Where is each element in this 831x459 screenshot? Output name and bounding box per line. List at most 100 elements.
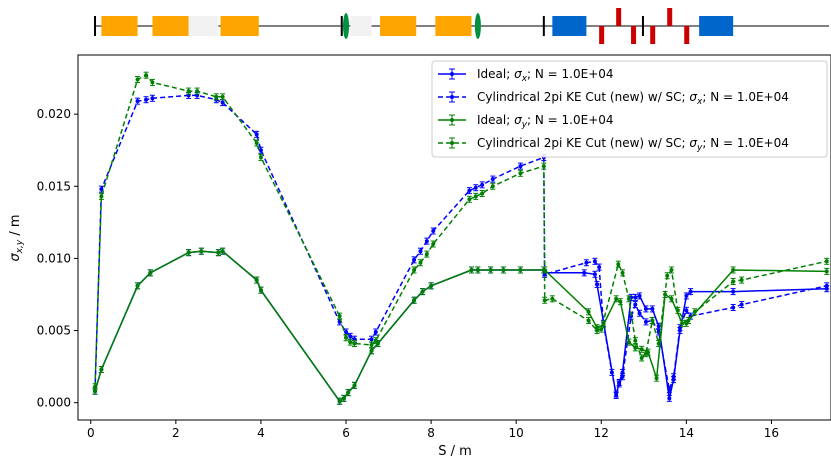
data-point bbox=[731, 267, 736, 272]
y-tick-label: 0.005 bbox=[37, 324, 71, 338]
data-point bbox=[488, 267, 493, 272]
series-line bbox=[94, 94, 827, 395]
data-point bbox=[675, 308, 680, 313]
y-axis-label: σx,y / m bbox=[8, 214, 25, 261]
data-point bbox=[348, 334, 353, 339]
data-point bbox=[518, 267, 523, 272]
x-axis-label: S / m bbox=[438, 444, 472, 459]
data-point bbox=[473, 194, 478, 199]
data-point bbox=[731, 305, 736, 310]
data-point bbox=[501, 267, 506, 272]
data-point bbox=[595, 328, 600, 333]
data-point bbox=[617, 381, 622, 386]
data-point bbox=[480, 191, 485, 196]
x-tick-label: 8 bbox=[427, 426, 435, 440]
data-point bbox=[518, 164, 523, 169]
y-tick-label: 0.000 bbox=[37, 396, 71, 410]
data-point bbox=[341, 396, 346, 401]
data-point bbox=[467, 197, 472, 202]
y-axis-label-main: σ bbox=[8, 253, 23, 262]
lattice-quad bbox=[699, 16, 734, 36]
data-point bbox=[739, 302, 744, 307]
lattice-diagram bbox=[94, 8, 829, 44]
legend: Ideal; σx; N = 1.0E+04 Cylindrical 2pi KE… bbox=[431, 60, 828, 158]
data-point bbox=[684, 321, 689, 326]
plot-area: 0 2 4 6 8 10 12 14 16 0.0000.0050.0100.0150.020 … bbox=[8, 54, 831, 459]
x-axis-ticks: 0 2 4 6 8 10 12 14 16 bbox=[87, 420, 779, 440]
data-point bbox=[373, 329, 378, 334]
legend-entry: Cylindrical 2pi KE Cut (new) w/ SC; σy; … bbox=[438, 136, 789, 153]
data-point bbox=[258, 155, 263, 160]
legend-marker bbox=[450, 72, 454, 76]
data-point bbox=[344, 329, 349, 334]
data-point bbox=[584, 260, 589, 265]
legend-label: Cylindrical 2pi KE Cut (new) w/ SC; σx; … bbox=[477, 90, 789, 107]
data-point bbox=[656, 324, 661, 329]
data-point bbox=[633, 345, 638, 350]
series-1 bbox=[92, 247, 830, 405]
data-point bbox=[352, 341, 357, 346]
data-point bbox=[688, 289, 693, 294]
data-point bbox=[643, 351, 648, 356]
data-point bbox=[258, 288, 263, 293]
legend-marker bbox=[450, 118, 454, 122]
data-point bbox=[144, 73, 149, 78]
data-point bbox=[639, 347, 644, 352]
data-point bbox=[824, 259, 829, 264]
data-point bbox=[680, 321, 685, 326]
legend-label: Cylindrical 2pi KE Cut (new) w/ SC; σy; … bbox=[477, 136, 789, 153]
legend-label: Ideal; σx; N = 1.0E+04 bbox=[477, 67, 614, 84]
data-point bbox=[424, 239, 429, 244]
data-point bbox=[135, 99, 140, 104]
data-point bbox=[671, 374, 676, 379]
lattice-quad bbox=[552, 16, 587, 36]
data-point bbox=[667, 396, 672, 401]
data-point bbox=[824, 269, 829, 274]
data-point bbox=[99, 194, 104, 199]
data-point bbox=[490, 184, 495, 189]
data-point bbox=[518, 171, 523, 176]
lattice-lens bbox=[343, 13, 350, 39]
data-point bbox=[633, 295, 638, 300]
data-point bbox=[595, 282, 600, 287]
legend-entry: Ideal; σx; N = 1.0E+04 bbox=[438, 67, 614, 84]
data-point bbox=[490, 177, 495, 182]
data-point bbox=[654, 376, 659, 381]
legend-label: Ideal; σy; N = 1.0E+04 bbox=[477, 113, 614, 130]
data-point bbox=[643, 319, 648, 324]
data-point bbox=[597, 265, 602, 270]
legend-marker bbox=[450, 141, 454, 145]
y-axis-label-sub: x,y bbox=[15, 239, 25, 254]
data-point bbox=[669, 267, 674, 272]
data-point bbox=[620, 270, 625, 275]
data-point bbox=[620, 374, 625, 379]
data-point bbox=[669, 296, 674, 301]
data-point bbox=[467, 188, 472, 193]
data-point bbox=[643, 306, 648, 311]
x-tick-label: 2 bbox=[172, 426, 180, 440]
data-point bbox=[586, 318, 591, 323]
lattice-lens bbox=[474, 13, 481, 39]
data-point bbox=[148, 270, 153, 275]
y-tick-label: 0.015 bbox=[37, 179, 71, 193]
data-point bbox=[220, 249, 225, 254]
data-point bbox=[542, 298, 547, 303]
series-layer bbox=[92, 71, 830, 405]
data-point bbox=[418, 249, 423, 254]
data-point bbox=[599, 327, 604, 332]
data-point bbox=[216, 250, 221, 255]
lattice-drift bbox=[350, 16, 372, 36]
data-point bbox=[582, 270, 587, 275]
data-point bbox=[480, 182, 485, 187]
lattice-dipole bbox=[152, 16, 189, 36]
data-point bbox=[199, 249, 204, 254]
data-point bbox=[614, 392, 619, 397]
data-point bbox=[144, 97, 149, 102]
series-3 bbox=[92, 247, 830, 405]
lattice-dipole bbox=[435, 16, 472, 36]
data-point bbox=[150, 96, 155, 101]
x-tick-label: 14 bbox=[679, 426, 694, 440]
data-point bbox=[150, 80, 155, 85]
series-4 bbox=[92, 71, 830, 391]
